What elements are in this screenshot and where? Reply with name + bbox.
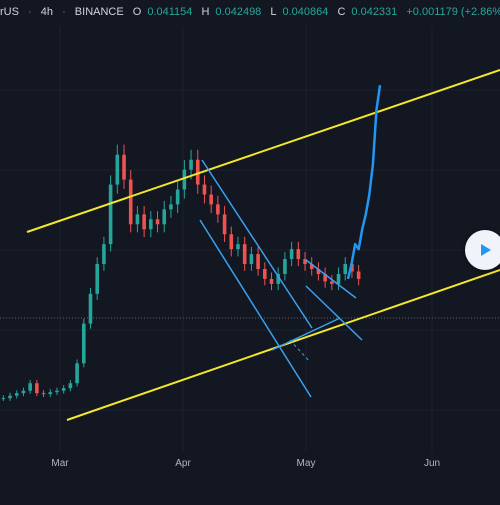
grid-lines — [0, 26, 500, 452]
wedge-lower-line — [305, 285, 363, 341]
close-value: 0.042331 — [351, 6, 398, 18]
candle-body-23 — [155, 219, 160, 225]
symbol-header: rUS · 4h · BINANCE O 0.041154 H 0.042498 L… — [0, 6, 500, 24]
candle-body-25 — [169, 204, 173, 210]
candle-body-37 — [249, 254, 254, 265]
candle-body-9 — [61, 388, 66, 391]
dashed-extension — [289, 339, 311, 363]
candle-body-18 — [122, 154, 126, 180]
candle-body-42 — [283, 259, 287, 274]
candle-body-29 — [195, 159, 200, 185]
channel-upper-line — [26, 69, 500, 233]
candle-body-47 — [316, 269, 321, 274]
candle-body-2 — [14, 393, 19, 396]
candle-body-40 — [269, 278, 274, 284]
candle-body-49 — [330, 281, 334, 284]
close-key: C — [337, 6, 346, 18]
candle-body-44 — [296, 249, 301, 260]
candle-body-35 — [236, 244, 240, 250]
candle-body-46 — [309, 264, 314, 269]
candle-body-32 — [216, 204, 220, 215]
ohlc-values: O 0.041154 H 0.042498 L 0.040864 C 0.042331 … — [133, 6, 500, 18]
separator-dot-2: · — [62, 6, 66, 18]
candlesticks — [1, 144, 361, 401]
exchange-label: BINANCE — [74, 6, 124, 18]
replay-play-button[interactable] — [465, 230, 500, 270]
candle-body-0 — [1, 398, 6, 400]
x-tick-label: Apr — [175, 458, 191, 469]
support-segment — [271, 317, 341, 351]
candle-body-22 — [149, 219, 153, 230]
candle-body-33 — [222, 214, 227, 235]
change-value: +0.001179 (+2.86%) — [406, 6, 500, 18]
x-tick-label: Mar — [51, 458, 69, 469]
trend-line-lower — [199, 219, 312, 398]
candle-body-48 — [323, 273, 327, 282]
candle-body-6 — [41, 393, 46, 395]
high-value: 0.042498 — [215, 6, 262, 18]
projection-path — [346, 85, 382, 280]
high-key: H — [201, 6, 210, 18]
open-value: 0.041154 — [147, 6, 193, 18]
candle-body-50 — [336, 273, 341, 284]
candle-body-39 — [262, 269, 267, 279]
candle-body-28 — [189, 159, 193, 170]
candle-body-20 — [135, 214, 140, 225]
low-key: L — [270, 6, 277, 18]
candle-body-38 — [256, 254, 260, 269]
symbol-name[interactable]: rUS — [0, 6, 19, 18]
candle-body-17 — [115, 154, 120, 185]
interval-label[interactable]: 4h — [40, 6, 53, 18]
candle-body-53 — [356, 271, 361, 279]
candle-body-4 — [28, 383, 32, 391]
projection-line — [346, 85, 382, 280]
open-key: O — [132, 6, 142, 18]
candle-body-10 — [68, 383, 73, 389]
candle-body-21 — [142, 214, 146, 230]
candle-body-19 — [128, 179, 133, 225]
x-tick-label: May — [297, 458, 316, 469]
candle-body-34 — [229, 234, 234, 250]
drawn-trendlines — [26, 69, 500, 421]
candle-body-51 — [343, 264, 348, 274]
x-tick-label: Jun — [424, 458, 440, 469]
low-value: 0.040864 — [282, 6, 329, 18]
candle-body-36 — [242, 244, 247, 265]
x-axis: Mar Apr May Jun — [51, 458, 440, 469]
candle-body-7 — [48, 392, 53, 395]
candle-body-43 — [289, 249, 294, 260]
candle-body-26 — [175, 189, 180, 205]
separator-dot-1: · — [28, 6, 32, 18]
candle-body-45 — [303, 259, 307, 265]
wedge-upper-line — [305, 259, 357, 299]
candle-body-3 — [21, 390, 26, 394]
play-icon — [481, 244, 491, 256]
candle-body-14 — [95, 264, 100, 294]
candle-body-41 — [276, 273, 281, 284]
candle-body-11 — [75, 363, 79, 384]
candle-body-16 — [108, 184, 113, 245]
candle-body-24 — [162, 209, 167, 225]
candle-body-8 — [55, 390, 59, 393]
trend-line-upper — [201, 159, 313, 329]
candle-body-13 — [88, 293, 93, 324]
candle-body-27 — [182, 169, 187, 190]
candle-body-12 — [81, 323, 86, 364]
candle-body-1 — [8, 395, 12, 399]
candle-body-5 — [35, 383, 39, 394]
candle-body-30 — [202, 184, 207, 195]
candle-body-31 — [209, 194, 213, 205]
candle-body-15 — [102, 244, 106, 265]
